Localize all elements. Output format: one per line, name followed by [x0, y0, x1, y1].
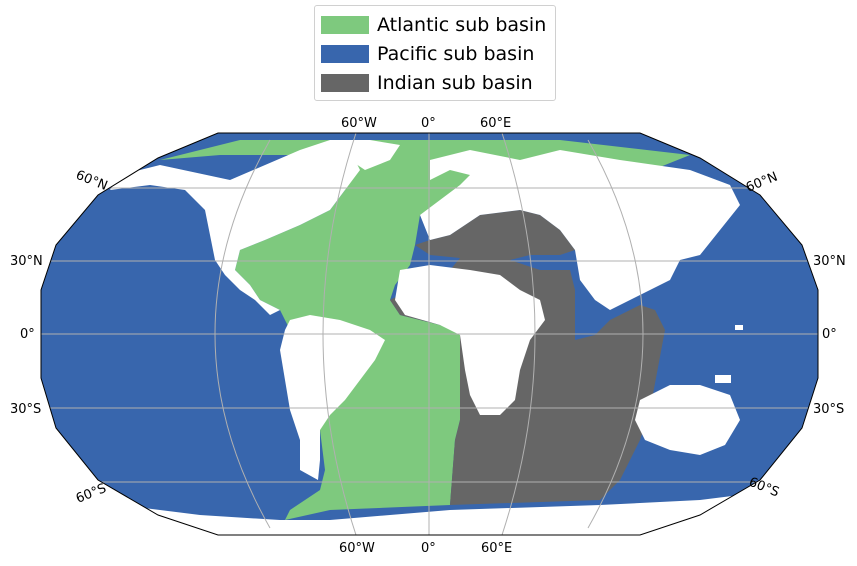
lat-label-right-60s: 60°S — [747, 475, 782, 501]
lat-label-right-0: 0° — [822, 327, 837, 342]
lon-label-top-0: 0° — [421, 116, 436, 131]
land-africa — [395, 265, 545, 415]
land-masses — [41, 140, 818, 535]
lon-label-bottom-0: 0° — [421, 541, 436, 556]
legend-label-atlantic: Atlantic sub basin — [377, 14, 547, 36]
lat-label-left-60s: 60°S — [74, 481, 109, 507]
land-island — [735, 325, 743, 330]
legend-label-indian: Indian sub basin — [377, 72, 533, 94]
lon-label-bottom-60w: 60°W — [339, 541, 375, 556]
legend-swatch-indian — [321, 74, 369, 92]
lat-label-right-60n: 60°N — [744, 170, 780, 196]
land-south-america — [280, 315, 385, 480]
lat-label-left-0: 0° — [20, 327, 35, 342]
legend-label-pacific: Pacific sub basin — [377, 43, 535, 65]
lon-label-bottom-60e: 60°E — [481, 541, 512, 556]
lon-label-top-60w: 60°W — [341, 116, 377, 131]
lat-label-left-30s: 30°S — [10, 402, 41, 417]
lat-label-right-30n: 30°N — [813, 254, 846, 269]
atlantic-basin — [160, 140, 690, 520]
legend-swatch-atlantic — [321, 16, 369, 34]
lon-label-top-60e: 60°E — [480, 116, 511, 131]
legend-swatch-pacific — [321, 45, 369, 63]
graticule — [41, 133, 818, 535]
land-australia — [635, 385, 740, 455]
land-island — [715, 375, 731, 383]
lat-label-left-60n: 60°N — [74, 168, 110, 194]
lat-label-right-30s: 30°S — [813, 402, 844, 417]
lat-label-left-30n: 30°N — [10, 254, 43, 269]
legend-item-atlantic: Atlantic sub basin — [321, 14, 546, 36]
globe-outline — [40, 132, 819, 536]
legend: Atlantic sub basin Pacific sub basin Ind… — [314, 5, 556, 101]
land-north-america — [110, 150, 360, 315]
land-antarctica — [41, 490, 818, 535]
land-greenland — [300, 140, 400, 170]
legend-item-indian: Indian sub basin — [321, 72, 533, 94]
legend-item-pacific: Pacific sub basin — [321, 43, 534, 65]
land-eurasia — [420, 150, 740, 310]
